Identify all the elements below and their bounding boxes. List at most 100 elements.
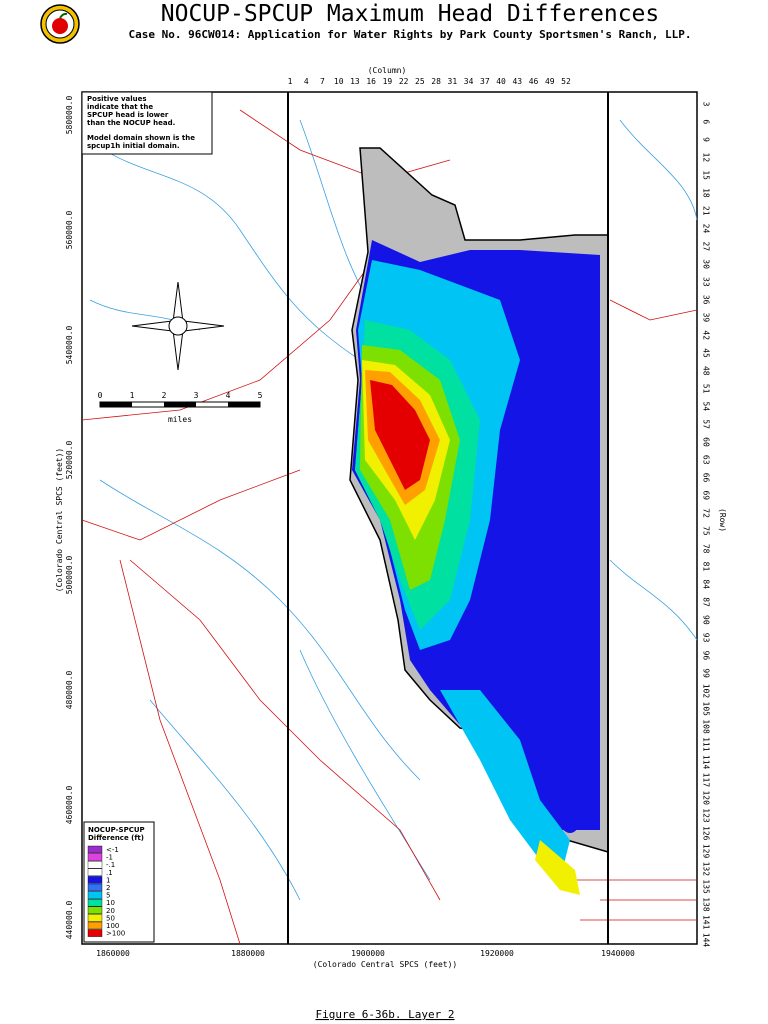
legend-swatch [87, 899, 103, 907]
row-tick-label: 33 [702, 277, 711, 287]
legend-swatch [87, 891, 103, 899]
scale-tick-label: 2 [162, 391, 167, 400]
scale-tick-label: 4 [226, 391, 231, 400]
y-tick-label: 460000.0 [65, 786, 74, 825]
row-tick-label: 72 [702, 508, 711, 518]
column-tick-label: 22 [399, 77, 409, 86]
row-tick-label: 69 [702, 490, 711, 500]
y-tick-label: 520000.0 [65, 441, 74, 480]
legend-swatch [87, 876, 103, 884]
legend-label: <-1 [106, 846, 119, 854]
row-tick-label: 90 [702, 615, 711, 625]
legend-title: NOCUP-SPCUP [88, 826, 145, 834]
x-tick-label: 1860000 [96, 949, 130, 958]
column-tick-label: 19 [383, 77, 393, 86]
legend-swatch [87, 929, 103, 937]
y-tick-label: 440000.0 [65, 901, 74, 940]
scale-tick-label: 5 [258, 391, 263, 400]
row-tick-label: 39 [702, 313, 711, 323]
row-tick-label: 30 [702, 259, 711, 269]
legend-label: -.1 [106, 861, 115, 869]
column-tick-label: 49 [545, 77, 555, 86]
note-text: indicate that the [87, 103, 153, 111]
scale-tick-label: 3 [194, 391, 199, 400]
row-tick-label: 48 [702, 366, 711, 376]
legend-label: -1 [106, 854, 113, 862]
column-tick-label: 34 [464, 77, 474, 86]
x-tick-label: 1940000 [601, 949, 635, 958]
legend-label: 100 [106, 922, 119, 930]
y-tick-label: 580000.0 [65, 96, 74, 135]
row-tick-label: 42 [702, 330, 711, 340]
y-tick-label: 500000.0 [65, 556, 74, 595]
note-text: than the NOCUP head. [87, 119, 175, 127]
x-axis-label: (Colorado Central SPCS (feet)) [313, 960, 458, 969]
row-tick-label: 129 [702, 844, 711, 859]
row-tick-label: 96 [702, 651, 711, 661]
row-tick-label: 9 [702, 137, 711, 142]
column-tick-label: 13 [350, 77, 360, 86]
row-tick-label: 132 [702, 862, 711, 877]
row-tick-label: 6 [702, 119, 711, 124]
y-tick-label: 480000.0 [65, 671, 74, 710]
column-tick-label: 1 [288, 77, 293, 86]
column-tick-label: 46 [529, 77, 539, 86]
column-tick-label: 40 [496, 77, 506, 86]
row-tick-label: 105 [702, 702, 711, 717]
legend-swatch [87, 906, 103, 914]
row-tick-label: 87 [702, 597, 711, 607]
row-tick-label: 141 [702, 915, 711, 930]
row-label: (Row) [718, 508, 727, 532]
row-tick-label: 114 [702, 755, 711, 770]
row-tick-label: 66 [702, 473, 711, 483]
legend-swatch [87, 853, 103, 861]
note-text: spcup1h initial domain. [87, 142, 180, 150]
legend-label: 1 [106, 876, 110, 884]
column-tick-label: 52 [561, 77, 571, 86]
subtitle: Case No. 96CW014: Application for Water … [129, 28, 692, 41]
row-tick-label: 102 [702, 684, 711, 699]
legend-label: 50 [106, 914, 115, 922]
row-tick-label: 12 [702, 153, 711, 163]
y-tick-label: 560000.0 [65, 211, 74, 250]
row-tick-label: 123 [702, 808, 711, 823]
row-tick-label: 84 [702, 579, 711, 589]
legend-swatch [87, 921, 103, 930]
legend-swatch [87, 868, 103, 876]
column-tick-label: 37 [480, 77, 490, 86]
x-tick-label: 1920000 [480, 949, 514, 958]
note-text: Model domain shown is the [87, 134, 195, 142]
scale-bar [99, 401, 261, 408]
legend-swatch [87, 845, 103, 854]
row-tick-label: 78 [702, 544, 711, 554]
row-tick-label: 117 [702, 773, 711, 788]
row-tick-label: 126 [702, 826, 711, 841]
column-label: (Column) [368, 66, 407, 75]
legend-label: 5 [106, 892, 110, 900]
compass-rose [131, 281, 225, 371]
row-tick-label: 51 [702, 384, 711, 394]
note-text: SPCUP head is lower [87, 111, 169, 119]
row-tick-label: 75 [702, 526, 711, 536]
row-tick-label: 111 [702, 737, 711, 752]
scale-tick-label: 1 [130, 391, 135, 400]
row-tick-label: 54 [702, 402, 711, 412]
row-tick-label: 144 [702, 933, 711, 948]
title: NOCUP-SPCUP Maximum Head Differences [161, 1, 660, 27]
row-tick-label: 45 [702, 348, 711, 358]
scale-unit: miles [168, 415, 192, 424]
row-tick-label: 81 [702, 562, 711, 572]
x-tick-label: 1900000 [351, 949, 385, 958]
note-text: Positive values [87, 95, 147, 103]
row-tick-label: 60 [702, 437, 711, 447]
column-tick-label: 28 [431, 77, 441, 86]
legend-title: Difference (ft) [88, 834, 144, 842]
legend-label: 20 [106, 907, 115, 915]
row-tick-label: 108 [702, 719, 711, 734]
row-tick-label: 24 [702, 224, 711, 234]
row-tick-label: 27 [702, 241, 711, 251]
legend-label: >100 [106, 930, 125, 938]
column-tick-label: 43 [512, 77, 522, 86]
row-tick-label: 135 [702, 879, 711, 894]
legend-label: .1 [106, 869, 113, 877]
